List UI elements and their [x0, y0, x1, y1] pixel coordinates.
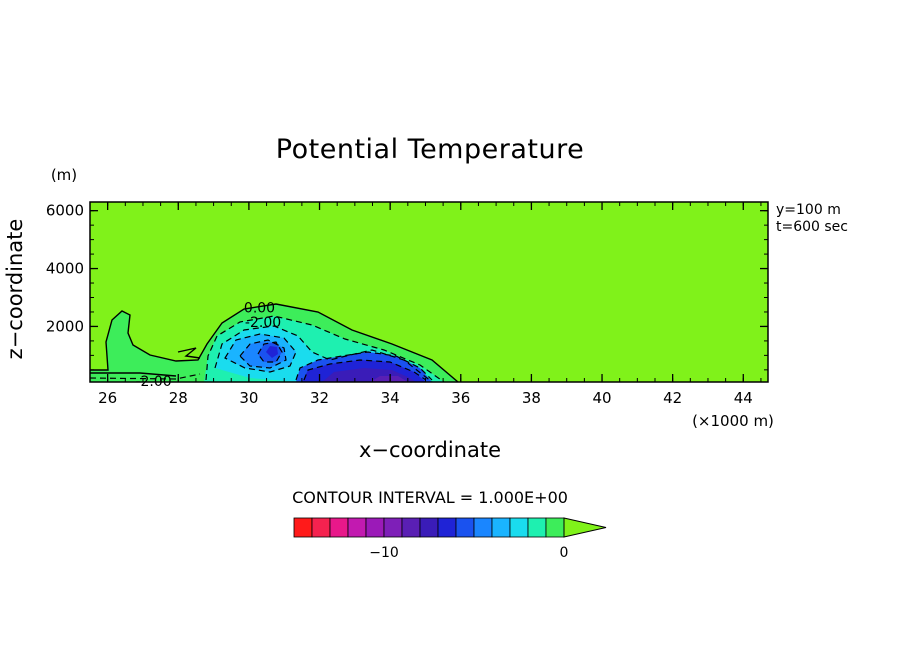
- annotation-y-slice: y=100 m: [776, 202, 841, 218]
- colorbar-swatch: [401, 517, 421, 538]
- chart-title: Potential Temperature: [276, 134, 584, 165]
- colorbar-swatch: [293, 517, 313, 538]
- colorbar-swatch: [437, 517, 457, 538]
- anomaly-band-10: [370, 376, 408, 382]
- colorbar-tick-label: −10: [369, 545, 399, 561]
- contour-neg-3: [224, 333, 297, 373]
- contour-lines: [89, 303, 459, 383]
- colorbar-overflow-arrow: [563, 517, 607, 538]
- colorbar-swatch: [419, 517, 439, 538]
- colorbar-swatch: [347, 517, 367, 538]
- colorbar-tick-label: 0: [560, 545, 569, 561]
- y-axis-unit: (m): [51, 166, 77, 184]
- colorbar-swatch: [365, 517, 385, 538]
- contour-zero-line: [90, 303, 459, 383]
- anomaly-band-6: [266, 346, 278, 358]
- x-tick-label: 28: [169, 389, 188, 407]
- colorbar-swatch: [527, 517, 547, 538]
- colorbar-swatch: [383, 517, 403, 538]
- contour-label: 0.00: [244, 301, 275, 317]
- colorbar-swatch: [509, 517, 529, 538]
- x-tick-label: 34: [381, 389, 400, 407]
- colorbar-swatch: [545, 517, 565, 538]
- colorbar: −10 0: [293, 517, 607, 561]
- x-tick-label: 26: [98, 389, 117, 407]
- x-tick-label: 30: [239, 389, 258, 407]
- colorbar-swatch: [491, 517, 511, 538]
- contour-neg-5: [257, 341, 283, 363]
- contour-neg-8: [89, 373, 201, 380]
- colorbar-swatch: [311, 517, 331, 538]
- contour-neg-1: [205, 315, 445, 383]
- plot-frame: [89, 201, 769, 383]
- y-tick-label: 4000: [46, 260, 84, 278]
- contour-neg-7: [303, 359, 427, 381]
- y-axis-label: z−coordinate: [3, 219, 27, 360]
- x-axis-label: x−coordinate: [359, 438, 501, 462]
- axes: 26 28 30 32 34 36 38 40 42 44 2000 4000 6000: [46, 202, 768, 407]
- x-tick-label: 40: [592, 389, 611, 407]
- colorbar-swatch: [329, 517, 349, 538]
- cold-pool-fill: [90, 304, 458, 382]
- x-tick-label: 36: [451, 389, 470, 407]
- plot-background: [90, 202, 768, 382]
- contour-zero-notch: [177, 347, 201, 359]
- contour-neg-2: [214, 325, 433, 383]
- plot-area: 0.00-2.00-2.00: [89, 201, 769, 390]
- y-tick-label: 6000: [46, 202, 84, 220]
- x-tick-label: 44: [734, 389, 753, 407]
- contour-label: -2.00: [245, 315, 281, 331]
- colorbar-swatch: [455, 517, 475, 538]
- annotation-time: t=600 sec: [776, 219, 848, 235]
- x-tick-label: 38: [522, 389, 541, 407]
- x-tick-label: 42: [663, 389, 682, 407]
- contour-interval-label: CONTOUR INTERVAL = 1.000E+00: [292, 488, 568, 507]
- contour-neg-6: [295, 351, 433, 381]
- colorbar-swatch: [473, 517, 493, 538]
- x-axis-unit: (×1000 m): [692, 412, 774, 430]
- contour-zero-loop: [90, 372, 177, 377]
- x-tick-label: 32: [310, 389, 329, 407]
- y-tick-label: 2000: [46, 317, 84, 335]
